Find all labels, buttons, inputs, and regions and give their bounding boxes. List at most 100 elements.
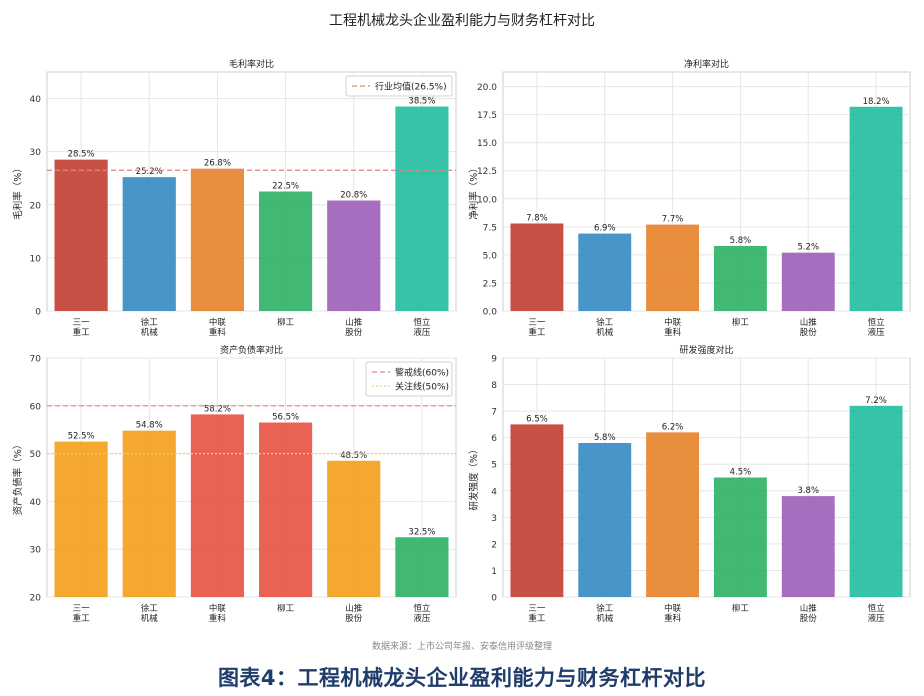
y-tick-label: 20 bbox=[30, 594, 42, 604]
y-tick-label: 1 bbox=[491, 567, 497, 577]
legend-box bbox=[345, 75, 453, 97]
bar-4 bbox=[327, 460, 381, 597]
x-tick-label: 柳工 bbox=[277, 317, 295, 328]
y-tick-label: 5 bbox=[491, 461, 497, 471]
bar-value-label: 22.5% bbox=[272, 182, 299, 192]
bar-value-label: 6.2% bbox=[662, 422, 684, 432]
x-tick-label: 徐工 bbox=[141, 603, 159, 614]
x-tick-label: 中联 bbox=[664, 603, 682, 614]
x-tick-label: 液压 bbox=[413, 327, 431, 338]
x-tick-label: 山推 bbox=[800, 317, 818, 328]
x-tick-label: 中联 bbox=[209, 317, 227, 328]
y-axis-label: 毛利率（%） bbox=[12, 163, 24, 220]
x-tick-label: 三一 bbox=[528, 318, 546, 328]
bar-1 bbox=[122, 177, 176, 311]
x-tick-label: 机械 bbox=[596, 613, 614, 624]
x-tick-label: 徐工 bbox=[596, 603, 614, 614]
bar-3 bbox=[258, 422, 313, 597]
bar-1 bbox=[578, 442, 632, 597]
x-tick-label: 机械 bbox=[141, 327, 159, 338]
bar-value-label: 32.5% bbox=[408, 527, 435, 537]
y-tick-label: 3 bbox=[491, 514, 497, 524]
bar-4 bbox=[781, 252, 835, 311]
bar-value-label: 7.2% bbox=[865, 396, 887, 406]
y-tick-label: 10.0 bbox=[477, 195, 497, 205]
y-tick-label: 7.5 bbox=[483, 223, 497, 233]
main-title: 工程机械龙头企业盈利能力与财务杠杆对比 bbox=[329, 13, 595, 29]
y-tick-label: 7 bbox=[491, 408, 497, 418]
bar-value-label: 48.5% bbox=[340, 451, 367, 461]
source-note: 数据来源：上市公司年报、安泰信用评级整理 bbox=[371, 642, 552, 652]
x-tick-label: 液压 bbox=[868, 327, 886, 338]
bar-0 bbox=[510, 424, 564, 597]
x-tick-label: 中联 bbox=[664, 317, 682, 328]
x-tick-label: 柳工 bbox=[732, 603, 750, 614]
plot-frame bbox=[46, 71, 457, 312]
x-tick-label: 恒立 bbox=[413, 317, 431, 328]
bar-5 bbox=[849, 405, 903, 597]
bar-2 bbox=[190, 168, 245, 311]
plot-frame bbox=[46, 357, 457, 598]
y-tick-label: 30 bbox=[30, 148, 42, 158]
bar-2 bbox=[646, 432, 700, 597]
y-tick-label: 30 bbox=[30, 546, 42, 556]
legend: 警戒线(60%) 关注线(50%) bbox=[365, 361, 453, 397]
bar-0 bbox=[54, 441, 108, 597]
x-tick-label: 山推 bbox=[345, 317, 363, 328]
bar-5 bbox=[395, 537, 449, 597]
y-tick-label: 20 bbox=[30, 201, 42, 211]
y-tick-label: 0 bbox=[35, 308, 41, 318]
net-margin-chart: 0.0 2.5 5.0 7.5 10.0 12.5 15.0 17.5 20.0 7.8% 三一重工… bbox=[468, 58, 911, 338]
plot-frame bbox=[502, 71, 911, 312]
x-tick-label: 三一 bbox=[528, 604, 546, 614]
x-tick-label: 徐工 bbox=[596, 317, 614, 328]
y-axis-label: 净利率（%） bbox=[468, 163, 480, 220]
y-tick-label: 6 bbox=[491, 434, 497, 444]
bar-value-label: 7.7% bbox=[662, 215, 684, 225]
x-tick-label: 三一 bbox=[73, 604, 91, 614]
bar-value-label: 6.5% bbox=[526, 414, 548, 424]
legend-label: 警戒线(60%) bbox=[395, 367, 449, 379]
y-axis-label: 资产负债率（%） bbox=[12, 440, 24, 516]
y-tick-label: 50 bbox=[30, 450, 42, 460]
x-tick-label: 恒立 bbox=[413, 603, 431, 614]
chart-title: 资产负债率对比 bbox=[220, 344, 283, 356]
x-tick-label: 重工 bbox=[73, 327, 91, 338]
y-axis-label: 研发强度（%） bbox=[468, 444, 480, 510]
y-tick-label: 10 bbox=[30, 254, 42, 264]
figure-caption: 图表4：工程机械龙头企业盈利能力与财务杠杆对比 bbox=[217, 666, 707, 690]
x-tick-label: 股份 bbox=[800, 327, 818, 338]
bar-3 bbox=[713, 477, 767, 597]
bar-0 bbox=[510, 223, 564, 311]
bar-value-label: 5.8% bbox=[730, 236, 752, 246]
bar-value-label: 20.8% bbox=[340, 191, 367, 201]
x-tick-label: 山推 bbox=[800, 603, 818, 614]
y-tick-label: 2 bbox=[491, 540, 497, 550]
bar-value-label: 26.8% bbox=[204, 159, 231, 169]
bar-value-label: 28.5% bbox=[68, 150, 95, 160]
x-tick-label: 柳工 bbox=[732, 317, 750, 328]
y-tick-label: 17.5 bbox=[477, 111, 497, 121]
x-tick-label: 重工 bbox=[73, 613, 91, 624]
y-tick-label: 8 bbox=[491, 381, 497, 391]
x-tick-label: 山推 bbox=[345, 603, 363, 614]
legend-label: 行业均值(26.5%) bbox=[375, 81, 447, 93]
chart-title: 研发强度对比 bbox=[679, 344, 733, 356]
x-tick-label: 重科 bbox=[664, 613, 682, 624]
x-tick-label: 重工 bbox=[528, 327, 546, 338]
bar-value-label: 6.9% bbox=[594, 224, 616, 234]
bar-1 bbox=[122, 430, 176, 597]
bar-value-label: 7.8% bbox=[526, 213, 548, 223]
x-tick-label: 机械 bbox=[596, 327, 614, 338]
bar-value-label: 3.8% bbox=[797, 486, 819, 496]
legend-box bbox=[365, 361, 453, 397]
y-tick-label: 20.0 bbox=[477, 83, 497, 93]
bar-value-label: 4.5% bbox=[730, 468, 752, 478]
x-tick-label: 液压 bbox=[868, 613, 886, 624]
x-tick-label: 中联 bbox=[209, 603, 227, 614]
x-tick-label: 恒立 bbox=[868, 317, 886, 328]
x-tick-label: 重科 bbox=[209, 613, 227, 624]
bar-value-label: 18.2% bbox=[863, 97, 890, 107]
x-tick-label: 股份 bbox=[345, 327, 363, 338]
